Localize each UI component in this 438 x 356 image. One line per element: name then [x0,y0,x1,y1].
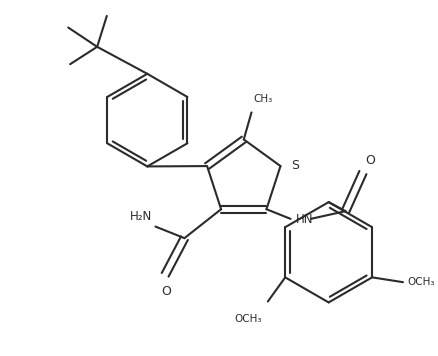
Text: H₂N: H₂N [129,210,152,223]
Text: HN: HN [295,213,313,226]
Text: S: S [291,159,299,172]
Text: OCH₃: OCH₃ [408,277,435,287]
Text: OCH₃: OCH₃ [235,314,262,324]
Text: O: O [366,154,375,167]
Text: O: O [161,286,171,298]
Text: CH₃: CH₃ [254,94,273,104]
